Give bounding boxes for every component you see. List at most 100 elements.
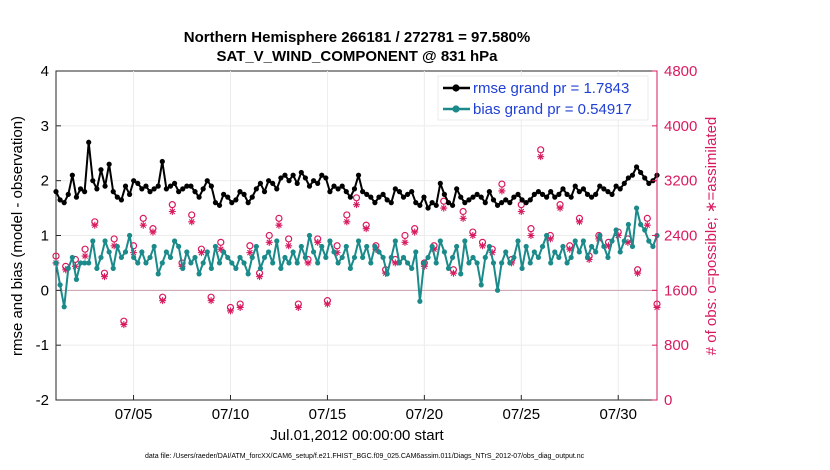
- rmse-point: [625, 175, 631, 181]
- rmse-point: [53, 189, 59, 195]
- bias-point: [507, 260, 513, 266]
- bias-point: [421, 260, 427, 266]
- rmse-point: [511, 194, 517, 200]
- obs-assimilated-marker: [139, 221, 147, 229]
- bias-point: [584, 254, 591, 261]
- bias-point: [155, 271, 161, 277]
- bias-point: [388, 254, 394, 261]
- bias-point: [229, 260, 235, 266]
- obs-assimilated-marker: [537, 153, 545, 161]
- bias-point: [122, 249, 129, 255]
- bias-point: [613, 227, 619, 233]
- obs-possible-marker: [168, 201, 176, 209]
- bias-point: [77, 260, 84, 266]
- rmse-point: [98, 167, 104, 173]
- bias-point: [208, 265, 214, 271]
- obs-assimilated-marker: [333, 249, 341, 257]
- bias-point: [65, 265, 71, 271]
- rmse-point: [110, 189, 116, 195]
- rmse-point: [458, 194, 464, 200]
- rmse-point: [572, 183, 578, 189]
- rmse-point: [69, 172, 75, 178]
- legend-rmse-label: rmse grand pr = 1.7843: [473, 80, 629, 97]
- rmse-point: [319, 172, 325, 178]
- bias-point: [601, 243, 607, 250]
- bias-point: [188, 260, 194, 266]
- obs-assimilated-marker: [585, 255, 593, 263]
- rmse-point: [576, 189, 582, 195]
- bias-point: [192, 254, 198, 261]
- bias-point: [629, 243, 636, 250]
- obs-assimilated-marker: [226, 307, 234, 315]
- bias-point: [180, 265, 186, 271]
- obs-possible-marker: [643, 214, 651, 222]
- rmse-point: [519, 197, 525, 203]
- bias-point: [576, 249, 582, 255]
- bias-point: [221, 249, 227, 255]
- rmse-point: [638, 169, 644, 176]
- bias-point: [638, 221, 644, 228]
- obs-assimilated-marker: [81, 252, 89, 260]
- rmse-point: [323, 175, 329, 181]
- bias-point: [253, 243, 259, 250]
- obs-assimilated-marker: [197, 249, 205, 257]
- rmse-point: [126, 191, 133, 197]
- rmse-point: [302, 175, 308, 181]
- rmse-point: [482, 200, 488, 206]
- right-tick-label: 1600: [664, 282, 697, 299]
- rmse-point: [584, 191, 591, 197]
- obs-assimilated-marker: [343, 218, 351, 226]
- x-axis-ticks: 07/05 07/10 07/15 07/20 07/25 07/30: [115, 395, 637, 423]
- rmse-point: [77, 186, 84, 192]
- bias-point: [351, 254, 358, 261]
- bias-point: [61, 304, 67, 310]
- rmse-point: [405, 191, 411, 197]
- bias-point: [331, 249, 337, 255]
- rmse-point: [306, 183, 313, 189]
- obs-possible-marker: [343, 211, 351, 219]
- right-tick-label: 800: [664, 337, 689, 354]
- obs-assimilated-marker: [159, 297, 167, 305]
- bias-point: [278, 265, 284, 271]
- rmse-point: [229, 200, 235, 206]
- obs-possible-marker: [265, 231, 273, 240]
- bias-point: [339, 254, 345, 261]
- rmse-point: [409, 189, 415, 195]
- bias-point: [118, 254, 125, 261]
- rmse-point: [94, 186, 100, 192]
- bias-point: [539, 243, 546, 250]
- obs-assimilated-marker: [120, 321, 128, 329]
- bias-point: [580, 238, 587, 244]
- bias-point: [605, 254, 611, 261]
- rmse-point: [429, 200, 435, 206]
- bias-point: [57, 282, 63, 288]
- bias-point: [204, 249, 210, 255]
- bias-point: [282, 254, 288, 261]
- rmse-point: [462, 200, 468, 206]
- left-tick-label: 4: [41, 63, 49, 80]
- rmse-point: [380, 191, 386, 197]
- bias-point: [171, 238, 178, 244]
- obs-assimilated-marker: [546, 235, 554, 243]
- obs-assimilated-marker: [353, 201, 360, 209]
- bias-point: [196, 271, 202, 277]
- bias-point: [347, 265, 353, 271]
- obs-assimilated-marker: [517, 208, 525, 216]
- rmse-point: [564, 191, 570, 197]
- bias-point: [310, 249, 317, 255]
- bias-point: [53, 260, 59, 266]
- bias-point: [233, 265, 239, 271]
- rmse-point: [298, 169, 304, 176]
- rmse-point: [441, 191, 448, 197]
- bias-point: [294, 260, 300, 266]
- bias-point: [69, 254, 75, 261]
- obs-assimilated-marker: [362, 225, 370, 233]
- bias-point: [396, 260, 403, 266]
- obs-assimilated-marker: [294, 303, 302, 311]
- rmse-point: [335, 186, 341, 192]
- bias-point: [364, 243, 370, 250]
- bias-point: [437, 238, 443, 244]
- rmse-point: [274, 186, 280, 192]
- rmse-point: [261, 189, 268, 195]
- legend: rmse grand pr = 1.7843 bias grand pr = 0…: [437, 75, 649, 121]
